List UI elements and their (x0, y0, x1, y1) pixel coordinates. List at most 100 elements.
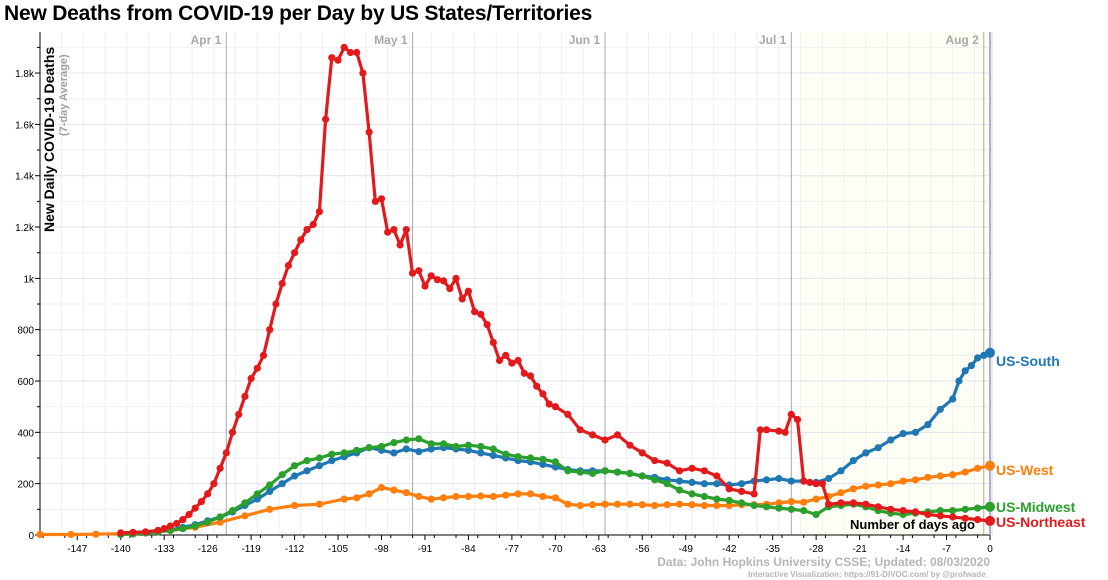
data-point (576, 501, 584, 510)
data-point (216, 464, 224, 472)
data-point (949, 507, 957, 515)
data-point (974, 464, 982, 472)
data-point (638, 501, 646, 509)
data-point (359, 69, 367, 77)
data-point (887, 505, 895, 513)
data-point (961, 505, 969, 513)
data-point (738, 487, 746, 495)
data-point (812, 480, 820, 488)
data-point (179, 525, 187, 533)
data-point (949, 395, 957, 403)
data-point (291, 501, 299, 510)
data-point (911, 476, 920, 484)
series-end-label: US-Midwest (996, 499, 1076, 515)
x-tick-label: -14 (896, 544, 911, 555)
data-point (589, 431, 597, 439)
data-point (309, 220, 317, 229)
data-point (899, 430, 907, 438)
data-point (464, 287, 472, 295)
data-point (315, 500, 323, 508)
data-point (427, 445, 435, 453)
data-point (266, 326, 274, 334)
data-point (576, 426, 584, 434)
y-tick-label: 800 (17, 326, 34, 337)
data-point (849, 485, 858, 493)
data-point (638, 472, 646, 480)
recent-shading (800, 32, 990, 535)
data-point (675, 467, 684, 475)
data-point (887, 436, 895, 444)
chart-title: New Deaths from COVID-19 per Day by US S… (4, 2, 593, 25)
x-tick-label: -133 (154, 544, 174, 555)
data-point (514, 356, 522, 365)
x-tick-label: -7 (942, 544, 951, 555)
data-point (936, 472, 944, 480)
data-point (725, 501, 733, 510)
series-end-label: US-West (996, 462, 1054, 478)
data-point (675, 500, 684, 508)
data-point (315, 208, 323, 216)
data-point (328, 450, 336, 458)
data-point (551, 403, 560, 411)
data-point (688, 464, 696, 472)
data-point (974, 504, 982, 512)
data-point (849, 457, 858, 465)
month-label: Aug 2 (945, 33, 979, 47)
data-point (601, 436, 609, 444)
x-tick-label: -35 (765, 544, 780, 555)
data-point (800, 498, 808, 506)
data-point (514, 453, 522, 461)
data-point (675, 477, 684, 485)
data-point (601, 500, 609, 508)
data-point (849, 499, 858, 507)
y-tick-label: 1k (23, 274, 35, 285)
y-tick-label: 600 (17, 377, 34, 388)
data-point (638, 449, 646, 457)
visualization-credit: Interactive Visualization: https://91-DI… (748, 570, 990, 579)
data-point (967, 362, 976, 370)
month-label: Jul 1 (759, 33, 787, 47)
data-point (787, 410, 795, 418)
data-point (837, 467, 845, 475)
data-point (713, 495, 721, 503)
data-point (924, 421, 932, 429)
data-point (433, 276, 441, 284)
data-point (520, 369, 528, 377)
data-point (291, 249, 299, 257)
data-point (427, 495, 435, 503)
end-marker (985, 501, 995, 512)
data-point (129, 528, 137, 537)
data-point (924, 510, 932, 519)
month-label: May 1 (374, 33, 408, 47)
data-point (911, 428, 920, 436)
data-point (228, 507, 237, 515)
data-point (775, 474, 783, 483)
series-us-northeast (117, 43, 995, 537)
data-point (936, 507, 944, 515)
data-point (837, 499, 845, 507)
data-point (911, 508, 920, 516)
data-point (949, 471, 957, 479)
x-tick-label: -91 (418, 544, 433, 555)
data-point (564, 467, 572, 475)
data-point (328, 457, 336, 465)
data-point (825, 474, 833, 483)
data-point (576, 468, 584, 476)
data-point (700, 492, 709, 501)
data-point (67, 530, 75, 539)
data-point (613, 500, 622, 508)
data-point (191, 504, 199, 512)
data-point (974, 354, 982, 362)
y-axis-subtitle: (7-day Average) (58, 54, 70, 136)
data-point (725, 485, 733, 493)
data-point (315, 454, 323, 462)
data-point (179, 516, 187, 524)
data-point (396, 241, 404, 249)
data-point (725, 496, 733, 504)
data-point (514, 490, 522, 498)
data-point (713, 480, 721, 488)
data-point (626, 469, 634, 477)
data-point (539, 455, 547, 463)
data-point (452, 492, 460, 501)
data-point (539, 390, 547, 398)
